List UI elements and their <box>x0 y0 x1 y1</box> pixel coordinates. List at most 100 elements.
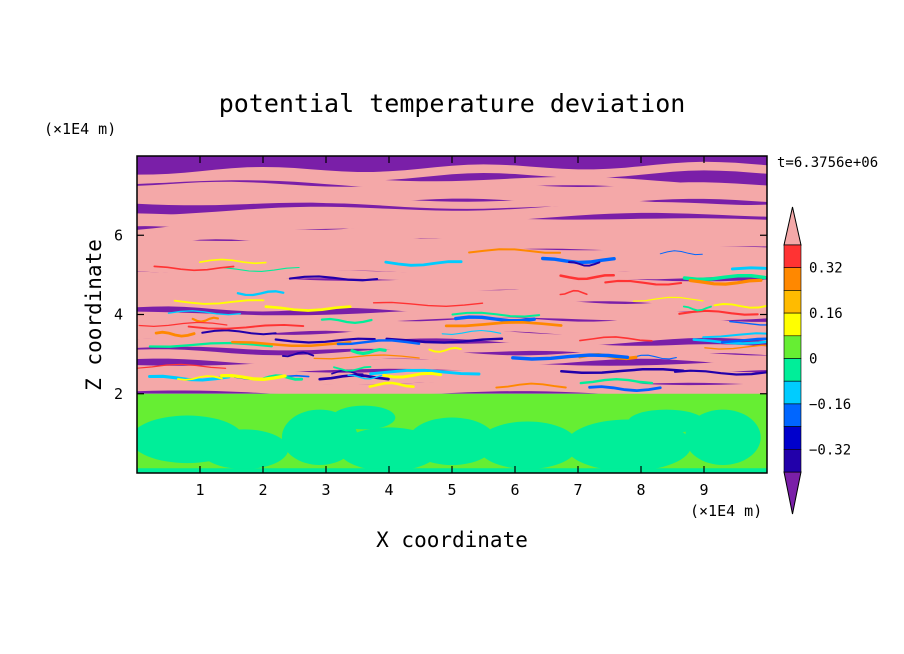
filament <box>444 320 563 328</box>
filament <box>385 337 504 344</box>
filament <box>138 321 228 328</box>
x-unit-label: (×1E4 m) <box>690 502 762 520</box>
contour-field <box>137 156 767 473</box>
y-tick-label: 6 <box>114 226 123 244</box>
colorbar-tick-label: 0 <box>809 352 817 368</box>
filament <box>336 339 421 346</box>
convective-cell <box>200 429 289 470</box>
filament <box>148 341 273 348</box>
x-tick-label: 1 <box>195 481 204 499</box>
filament <box>560 367 685 375</box>
filament <box>704 344 767 350</box>
x-tick-label: 9 <box>699 481 708 499</box>
filament <box>220 373 287 381</box>
colorbar-segment <box>783 380 802 405</box>
colorbar-segment <box>783 290 802 314</box>
colorbar-segment <box>783 335 802 359</box>
filament <box>720 337 767 344</box>
colorbar <box>783 206 802 515</box>
filament <box>702 332 767 339</box>
colorbar-segment <box>783 426 802 450</box>
filament <box>579 377 654 385</box>
filament <box>347 374 383 380</box>
x-tick-label: 5 <box>447 481 456 499</box>
filament <box>236 290 285 297</box>
y-axis-title: Z coordinate <box>82 239 106 391</box>
time-label: t=6.3756e+06 <box>777 155 878 171</box>
x-tick-label: 8 <box>636 481 645 499</box>
x-tick-label: 3 <box>321 481 330 499</box>
filament <box>167 310 242 316</box>
filament <box>495 382 567 389</box>
y-unit-label: (×1E4 m) <box>44 120 116 138</box>
filament <box>451 311 541 318</box>
pink-band <box>137 161 767 184</box>
filament <box>730 266 767 271</box>
filament <box>682 305 712 312</box>
filament <box>568 261 601 267</box>
filament <box>559 289 588 296</box>
filament <box>559 274 615 281</box>
colorbar-tick-label: −0.16 <box>809 397 851 413</box>
filament <box>428 346 462 353</box>
x-tick-label: 4 <box>384 481 393 499</box>
filament <box>579 336 653 342</box>
filament <box>173 299 265 305</box>
colorbar-segment <box>783 312 802 337</box>
filament <box>153 265 235 272</box>
filament <box>688 278 763 286</box>
filament <box>682 273 767 282</box>
filament <box>511 353 630 361</box>
pink-band <box>137 171 767 195</box>
filament <box>264 305 352 312</box>
filament <box>468 248 562 254</box>
x-axis-title: X coordinate <box>376 528 528 552</box>
convective-cell <box>332 405 396 430</box>
filament <box>659 250 703 256</box>
colorbar-tick-label: −0.32 <box>809 442 851 458</box>
filament <box>604 279 683 286</box>
pink-band <box>137 181 767 204</box>
filament <box>372 301 484 308</box>
stratified-bands <box>137 156 767 397</box>
filament <box>632 296 704 302</box>
colorbar-over-arrow <box>783 206 802 246</box>
colorbar-segment <box>783 358 802 382</box>
filament <box>288 275 379 282</box>
filament <box>281 351 315 358</box>
x-tick-label: 2 <box>258 481 267 499</box>
filament <box>191 316 219 323</box>
y-tick-label: 4 <box>114 306 123 324</box>
y-tick-label: 2 <box>114 385 123 403</box>
pink-band <box>137 274 767 296</box>
pink-band <box>137 202 767 227</box>
convective-cell <box>407 417 497 466</box>
filament <box>320 317 373 325</box>
filament <box>313 354 420 360</box>
filament <box>350 347 387 356</box>
convective-layer <box>137 393 767 473</box>
filament <box>588 385 662 393</box>
y-axis: 2 4 6 <box>114 226 767 403</box>
filament <box>368 381 415 389</box>
filament <box>333 365 372 372</box>
colorbar-segment <box>783 267 802 291</box>
colorbar-segment <box>783 244 802 269</box>
colorbar-segment <box>783 448 802 473</box>
filament <box>154 330 196 338</box>
filament <box>633 354 677 360</box>
filament <box>384 260 463 267</box>
x-axis: 1 2 3 4 5 6 7 8 9 <box>195 156 709 499</box>
colorbar-labels: 0.32 0.16 0 −0.16 −0.32 <box>809 261 851 459</box>
filament <box>187 323 305 330</box>
filament <box>541 256 616 265</box>
filament <box>382 371 443 379</box>
filament <box>199 258 267 265</box>
filament <box>369 368 481 376</box>
filament <box>454 315 536 323</box>
convective-cell <box>628 409 704 434</box>
filament <box>673 369 767 376</box>
colorbar-tick-label: 0.16 <box>809 306 843 322</box>
filament <box>137 363 227 369</box>
